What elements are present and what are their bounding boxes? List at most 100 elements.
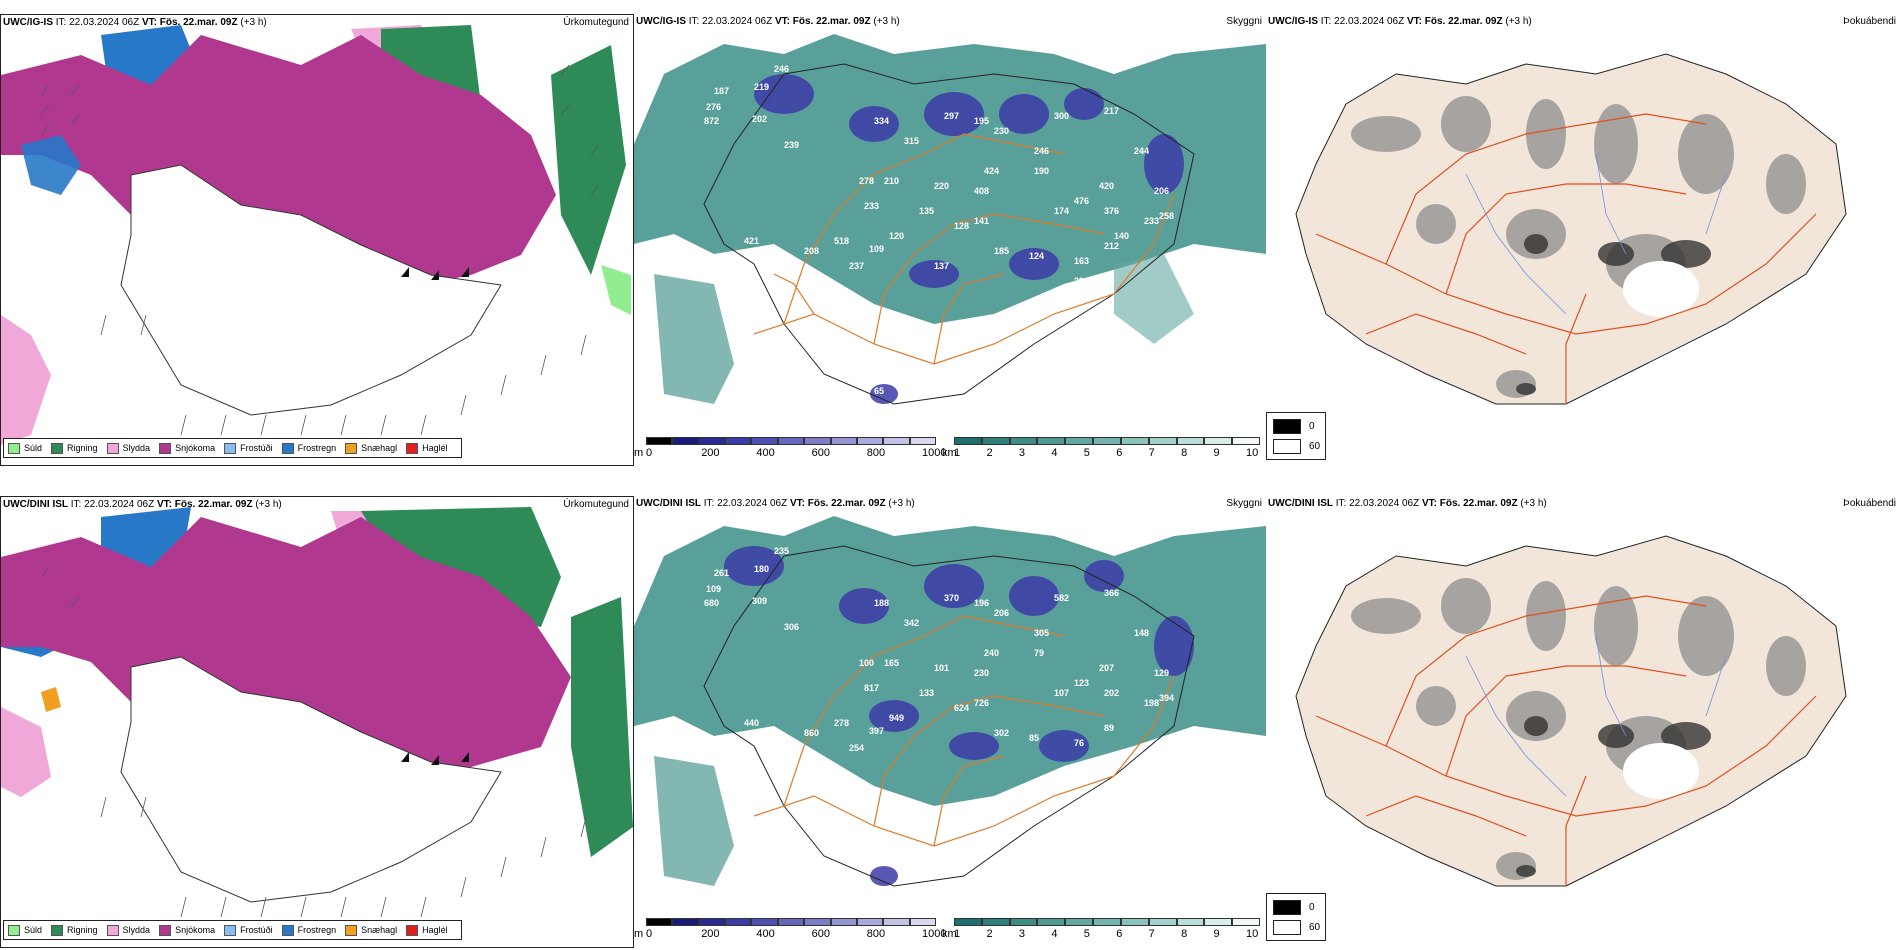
fog-legend-swatch — [1273, 439, 1301, 454]
field-name: Úrkomutegund — [563, 499, 629, 510]
visibility-colorbar-unit: km — [942, 928, 957, 940]
precip-legend-item: Frostúði — [224, 924, 273, 936]
visibility-value-label: 152 — [664, 236, 679, 246]
height-colorbar: m 0 200 400 600 800 1000 — [634, 918, 946, 944]
height-colorbar-tick: 800 — [866, 928, 886, 940]
visibility-value-label: 180 — [754, 564, 769, 574]
height-colorbar: m 0 200 400 600 800 1000 — [634, 437, 946, 463]
precip-legend-item: Rigning — [51, 924, 98, 936]
precip-legend-item: Snjókoma — [159, 924, 215, 936]
visibility-colorbar-tick: 10 — [1246, 928, 1259, 940]
legend-swatch — [406, 442, 419, 454]
height-colorbar-segment — [672, 918, 699, 926]
visibility-colorbar-tick: 10 — [1246, 447, 1259, 459]
visibility-value-label: 100 — [859, 658, 874, 668]
visibility-colorbar-segment — [954, 918, 982, 926]
fog-panel-row2: UWC/DINI ISL IT: 22.03.2024 06Z VT: Fös.… — [1266, 496, 1900, 946]
visibility-value-label: 210 — [884, 176, 899, 186]
visibility-value-label: 246 — [774, 64, 789, 74]
precip-legend-item: Slydda — [106, 442, 151, 454]
visibility-colorbar-segment — [1065, 918, 1094, 926]
visibility-value-label: 107 — [1054, 688, 1069, 698]
height-colorbar-segment — [698, 437, 726, 445]
panel-title: UWC/DINI ISL IT: 22.03.2024 06Z VT: Fös.… — [3, 499, 282, 510]
legend-label: Snæhagl — [361, 925, 398, 935]
visibility-value-label: 202 — [752, 114, 767, 124]
legend-label: Snjókoma — [175, 443, 216, 453]
height-colorbar-tick: 400 — [756, 447, 775, 459]
legend-swatch — [8, 442, 20, 454]
visibility-value-label: 582 — [1054, 593, 1069, 603]
legend-label: Rigning — [67, 443, 98, 453]
visibility-value-label: 278 — [834, 718, 849, 728]
visibility-value-label: 237 — [849, 261, 864, 271]
visibility-value-label: 370 — [944, 593, 959, 603]
fog-legend-label: 60 — [1309, 922, 1321, 933]
visibility-value-label: 518 — [834, 236, 849, 246]
visibility-colorbar-segment — [1204, 437, 1233, 445]
precip-legend-item: Slydda — [106, 924, 151, 936]
field-name: Skyggni — [1226, 498, 1262, 509]
visibility-colorbar-tick: 3 — [1018, 447, 1025, 459]
visibility-value-label: 165 — [884, 658, 899, 668]
legend-label: Frostregn — [297, 443, 337, 453]
visibility-value-label: 133 — [919, 688, 934, 698]
height-colorbar-segment — [856, 918, 884, 926]
precip-legend-item: Frostregn — [281, 924, 336, 936]
height-colorbar-tick: 0 — [646, 447, 653, 459]
visibility-colorbar-segment — [954, 437, 982, 445]
visibility-value-label: 198 — [1144, 698, 1159, 708]
visibility-value-label: 872 — [704, 116, 719, 126]
precip-legend-item: Rigning — [51, 442, 98, 454]
legend-swatch — [345, 442, 358, 454]
legend-label: Slydda — [122, 925, 151, 935]
legend-label: Frostúði — [240, 443, 273, 453]
visibility-colorbar-tick: 7 — [1148, 447, 1155, 459]
visibility-value-label: 342 — [904, 618, 919, 628]
visibility-value-label: 207 — [1099, 663, 1114, 673]
visibility-colorbar-segment — [1120, 437, 1149, 445]
fog-legend-swatch — [1273, 920, 1301, 935]
height-colorbar-tick: 600 — [811, 928, 830, 940]
fog-legend: 0 60 — [1266, 893, 1326, 941]
visibility-value-label: 476 — [1074, 196, 1089, 206]
legend-swatch — [345, 924, 358, 936]
visibility-value-label: 235 — [774, 546, 789, 556]
legend-label: Slydda — [122, 443, 151, 453]
visibility-value-label: 421 — [744, 236, 759, 246]
lead-time: (+3 h) — [873, 16, 900, 27]
precip-map — [1, 497, 633, 947]
visibility-colorbar-tick: 8 — [1181, 447, 1188, 459]
visibility-colorbar-tick: 8 — [1181, 928, 1188, 940]
model-name: UWC/DINI ISL — [636, 498, 701, 509]
lead-time: (+3 h) — [888, 498, 915, 509]
visibility-value-label: 397 — [869, 726, 884, 736]
visibility-panel-row2: 235 261 180 109 680 309 306 188 342 370 196 206 240 2… — [634, 496, 1266, 946]
legend-swatch — [106, 442, 119, 454]
height-colorbar-segment — [777, 437, 805, 445]
height-colorbar-segment — [646, 918, 673, 926]
visibility-colorbar-tick: 2 — [986, 928, 993, 940]
precip-legend-item: Frostregn — [281, 442, 337, 454]
visibility-colorbar-segment — [1037, 437, 1066, 445]
visibility-value-label: 315 — [904, 136, 919, 146]
precip-legend: Súld Rigning Slydda Snjókoma Frostúði Frostre… — [3, 438, 462, 458]
visibility-value-label: 276 — [706, 102, 721, 112]
visibility-value-label: 141 — [974, 216, 989, 226]
visibility-colorbar-tick: 5 — [1083, 447, 1090, 459]
visibility-colorbar-unit: km — [942, 447, 957, 459]
visibility-panel-row1: 246 187 219 276 872 202 239 334 315 297 195 230 424 4… — [634, 14, 1266, 464]
visibility-value-label: 726 — [974, 698, 989, 708]
visibility-value-label: 120 — [889, 231, 904, 241]
fog-legend: 0 60 — [1266, 412, 1326, 460]
visibility-value-label: 76 — [1074, 738, 1084, 748]
height-colorbar-segment — [883, 437, 910, 445]
visibility-value-label: 424 — [984, 166, 999, 176]
visibility-value-label: 208 — [804, 246, 819, 256]
fog-legend-swatch — [1273, 419, 1301, 434]
fog-map — [1266, 496, 1900, 946]
legend-label: Súld — [24, 443, 43, 453]
height-colorbar-tick: 800 — [866, 447, 886, 459]
visibility-value-label: 949 — [889, 713, 904, 723]
